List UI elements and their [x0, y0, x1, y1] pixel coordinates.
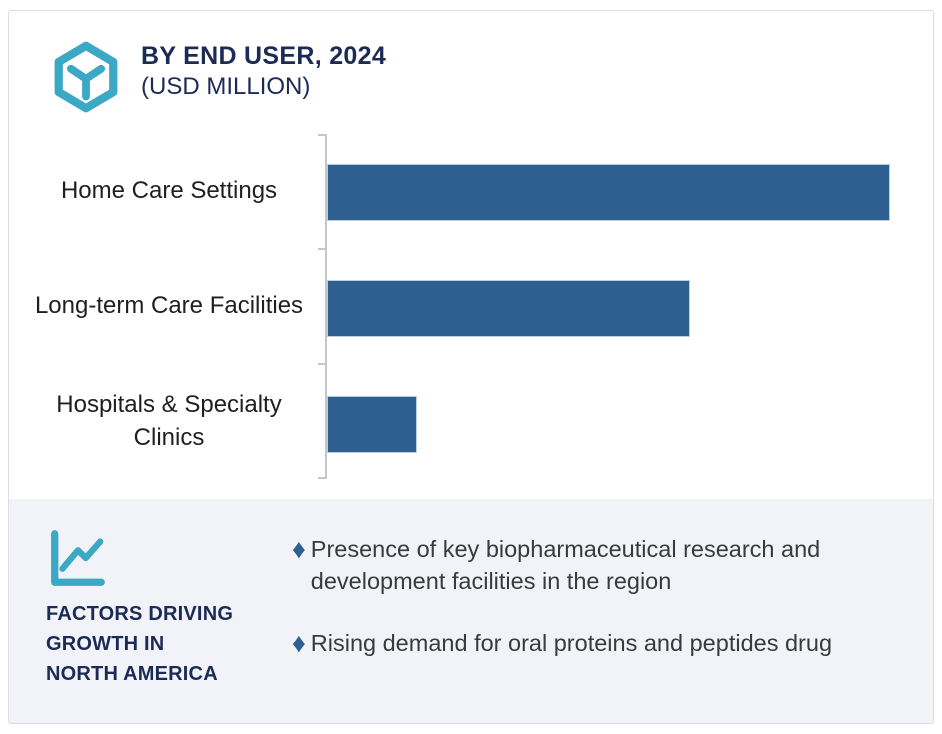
axis-tick — [318, 248, 326, 250]
y-axis-line — [325, 134, 327, 479]
hexagon-cube-icon — [54, 41, 118, 113]
line-chart-icon — [51, 530, 105, 586]
bar-home-care-settings — [327, 164, 890, 221]
bar-label-home-care: Home Care Settings — [60, 177, 278, 205]
bar-chart: Home Care Settings Long-term Care Facili… — [9, 134, 933, 479]
bullet-text: Rising demand for oral proteins and pept… — [310, 630, 833, 656]
card-header: BY END USER, 2024 (USD MILLION) — [49, 39, 386, 115]
list-item: ♦ Presence of key biopharmaceutical rese… — [292, 533, 916, 597]
bar-long-term-care-facilities — [327, 280, 690, 337]
header-text: BY END USER, 2024 (USD MILLION) — [141, 39, 386, 100]
factors-section: FACTORS DRIVING GROWTH IN NORTH AMERICA … — [9, 499, 933, 723]
axis-tick — [318, 477, 326, 479]
chart-card: BY END USER, 2024 (USD MILLION) Home Car… — [8, 10, 934, 724]
chart-title: BY END USER, 2024 — [141, 42, 387, 70]
axis-tick — [318, 134, 326, 136]
bar-label-hospitals: Hospitals & Specialty Clinics — [56, 391, 282, 451]
factors-bullet-list: ♦ Presence of key biopharmaceutical rese… — [292, 533, 916, 689]
bar-label-long-term-care: Long-term Care Facilities — [34, 292, 304, 320]
bullet-text: Presence of key biopharmaceutical resear… — [310, 536, 821, 594]
chart-subtitle: (USD MILLION) — [141, 72, 311, 100]
factors-heading: FACTORS DRIVING GROWTH IN NORTH AMERICA — [46, 603, 234, 685]
bar-hospitals-specialty-clinics — [327, 396, 417, 453]
diamond-bullet-icon: ♦ — [292, 534, 306, 564]
list-item: ♦ Rising demand for oral proteins and pe… — [292, 627, 916, 659]
axis-tick — [318, 363, 326, 365]
diamond-bullet-icon: ♦ — [292, 628, 306, 658]
